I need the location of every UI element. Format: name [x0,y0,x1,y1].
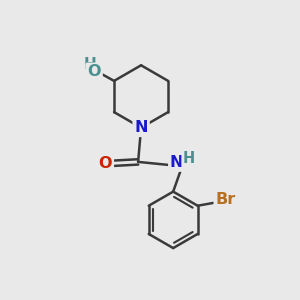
Text: H: H [183,152,195,166]
Text: H: H [83,57,96,72]
Text: Br: Br [215,192,236,207]
Text: N: N [134,120,148,135]
Text: N: N [170,155,184,170]
Text: O: O [87,64,101,80]
Text: O: O [99,156,112,171]
